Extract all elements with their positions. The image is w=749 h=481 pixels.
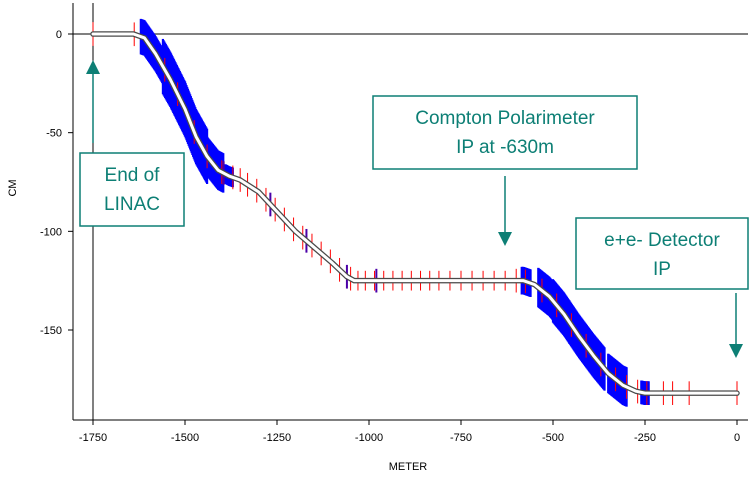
compton-annotation-line-2: IP at -630m <box>456 137 554 158</box>
y-axis-tick-label: -50 <box>46 128 62 140</box>
x-axis-tick-label: 0 <box>734 432 740 444</box>
compton-annotation-line-1: Compton Polarimeter <box>415 108 595 129</box>
y-axis-tick-label: 0 <box>56 29 62 41</box>
end-of-linac-line-1: End of <box>105 165 161 186</box>
axis-tick-labels: -1750 -1500 -1250 -1000 -750 -500 -250 0 0 -50 -10… <box>40 29 740 444</box>
axis-ticks <box>68 33 738 425</box>
end-of-linac-line-2: LINAC <box>104 194 160 215</box>
x-axis-tick-label: -750 <box>450 432 472 444</box>
y-axis-title: CM <box>7 179 19 196</box>
end-of-linac-annotation: End of LINAC <box>79 60 185 227</box>
beamline-series <box>90 31 740 396</box>
beamline-inner-line <box>91 32 739 395</box>
detector-annotation-line-1: e+e- Detector <box>604 230 720 251</box>
x-axis-title: METER <box>389 461 428 473</box>
compton-polarimeter-annotation: Compton Polarimeter IP at -630m <box>372 95 638 246</box>
x-axis-tick-label: -1500 <box>171 432 199 444</box>
x-axis-tick-label: -250 <box>634 432 656 444</box>
x-axis-tick-label: -1250 <box>263 432 291 444</box>
x-axis-tick-label: -500 <box>542 432 564 444</box>
detector-ip-annotation: e+e- Detector IP <box>575 217 749 358</box>
x-axis-tick-label: -1750 <box>79 432 107 444</box>
annotations: End of LINAC Compton Polarimeter IP at -… <box>79 60 749 358</box>
y-axis-tick-label: -150 <box>40 325 62 337</box>
y-axis-tick-label: -100 <box>40 226 62 238</box>
x-axis-tick-label: -1000 <box>355 432 383 444</box>
detector-annotation-line-2: IP <box>653 259 671 280</box>
